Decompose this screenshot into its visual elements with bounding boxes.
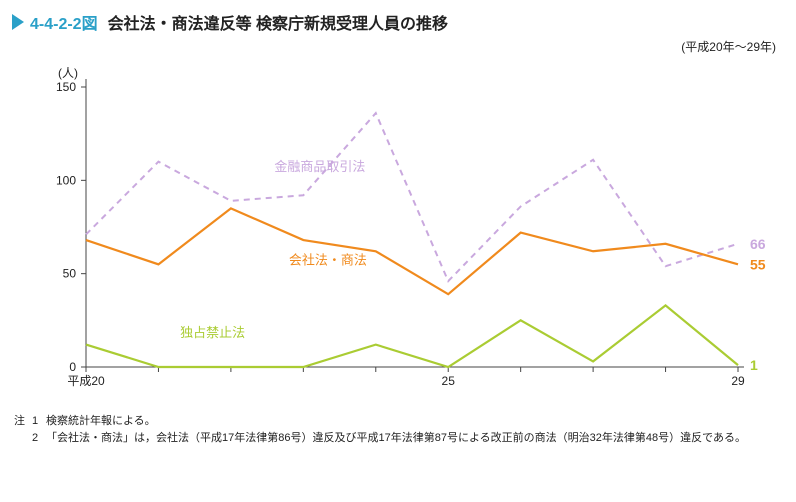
- note-index: 1: [32, 413, 46, 430]
- y-tick-label: 50: [63, 267, 77, 281]
- footnotes: 注 1 検察統計年報による。 2 「会社法・商法」は，会社法（平成17年法律第8…: [0, 407, 796, 446]
- y-axis-label: (人): [58, 66, 78, 80]
- series-line-会社法・商法: [86, 208, 738, 294]
- series-label: 会社法・商法: [289, 252, 367, 267]
- series-line-金融商品取引法: [86, 113, 738, 281]
- figure-header: 4-4-2-2図 会社法・商法違反等 検察庁新規受理人員の推移: [0, 0, 796, 38]
- note-text: 「会社法・商法」は，会社法（平成17年法律第86号）違反及び平成17年法律第87…: [46, 430, 782, 447]
- x-tick-label: 平成20: [67, 374, 105, 388]
- chart-svg: (人) 0 50 100 150 平成20 25 29 金融商品取引法 66 会社法・商法 55 独占禁…: [18, 57, 778, 407]
- figure-number: 4-4-2-2図: [30, 10, 98, 34]
- y-tick-label: 100: [56, 173, 76, 187]
- series-end-value: 66: [750, 236, 766, 252]
- note-text: 検察統計年報による。: [46, 413, 782, 430]
- note-lead: 注: [14, 413, 32, 430]
- range-label: (平成20年〜29年): [0, 38, 796, 57]
- note-index: 2: [32, 430, 46, 447]
- series-label: 独占禁止法: [180, 325, 245, 340]
- figure-title: 会社法・商法違反等 検察庁新規受理人員の推移: [108, 10, 448, 34]
- triangle-icon: [12, 14, 24, 30]
- x-tick-label: 25: [442, 374, 456, 388]
- series-end-value: 1: [750, 357, 758, 373]
- series-end-value: 55: [750, 256, 766, 272]
- series-label: 金融商品取引法: [274, 159, 365, 174]
- x-tick-label: 29: [731, 374, 745, 388]
- y-tick-label: 150: [56, 80, 76, 94]
- chart-area: (人) 0 50 100 150 平成20 25 29 金融商品取引法 66 会社法・商法 55 独占禁…: [18, 57, 778, 407]
- y-tick-label: 0: [69, 360, 76, 374]
